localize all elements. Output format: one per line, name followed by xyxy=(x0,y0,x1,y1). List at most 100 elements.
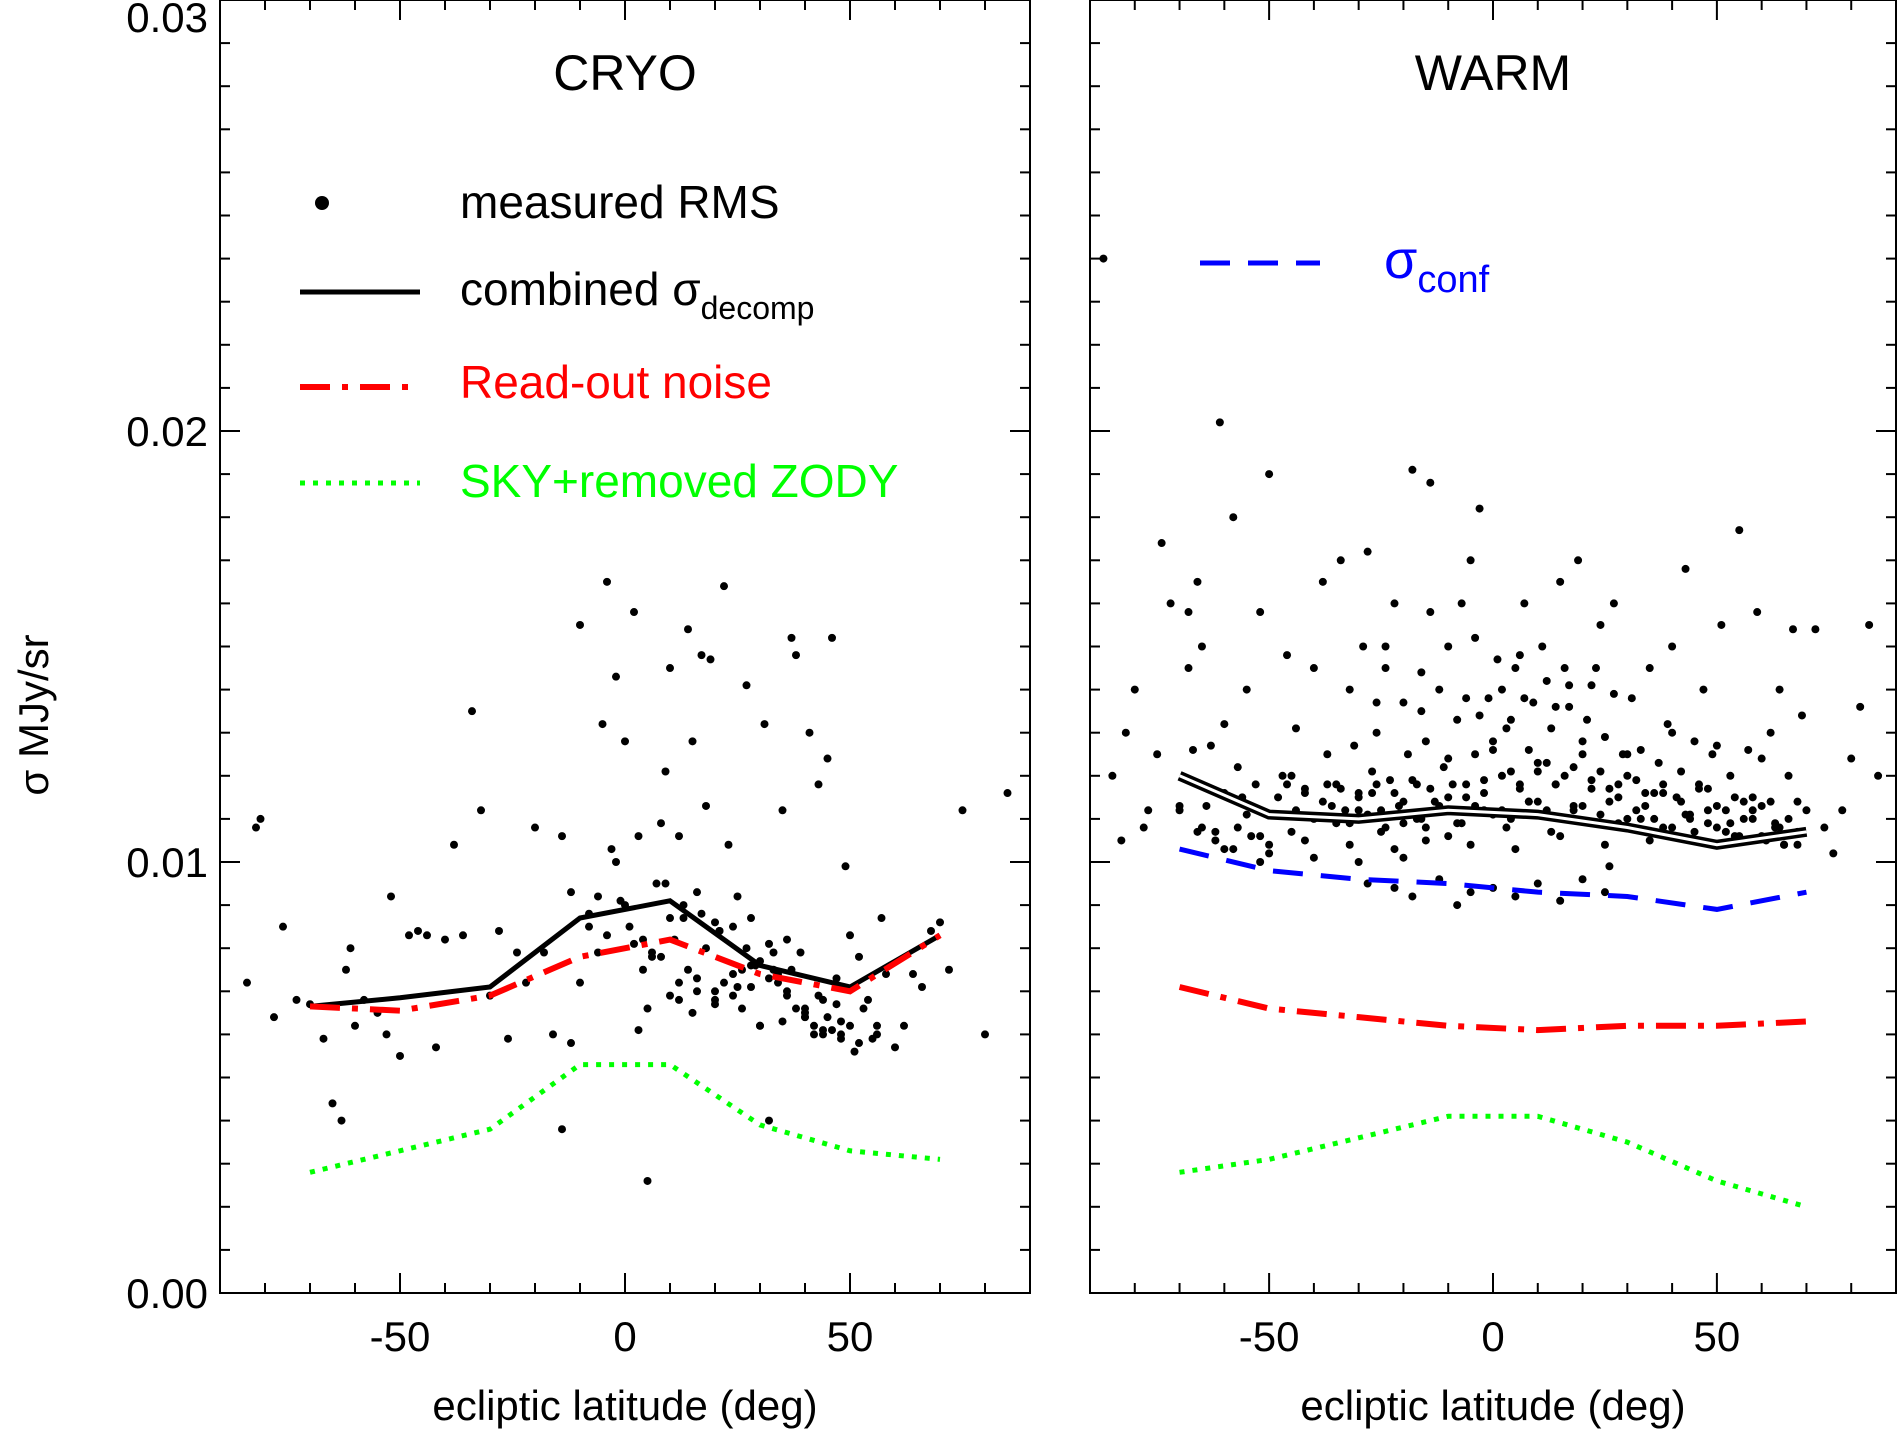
data-point xyxy=(382,1030,391,1039)
data-point xyxy=(1345,685,1354,694)
data-point xyxy=(1403,750,1412,759)
data-point xyxy=(1309,664,1318,673)
data-point xyxy=(1717,620,1726,629)
data-point xyxy=(1766,728,1775,737)
data-point xyxy=(1444,793,1453,802)
data-point xyxy=(1721,806,1730,815)
data-point xyxy=(1515,651,1524,660)
data-point xyxy=(711,918,719,927)
data-point xyxy=(1699,685,1708,694)
data-point xyxy=(468,707,476,716)
data-point xyxy=(625,922,634,931)
data-point xyxy=(1502,823,1511,832)
data-point xyxy=(697,651,706,660)
data-point xyxy=(1421,823,1430,832)
data-point xyxy=(387,892,395,901)
data-point xyxy=(1242,810,1251,819)
warm-ticks xyxy=(1090,0,1896,1294)
data-point xyxy=(405,931,413,940)
data-point xyxy=(1336,784,1345,793)
data-point xyxy=(1300,836,1309,845)
data-point xyxy=(1838,806,1847,815)
data-point xyxy=(1574,556,1583,565)
x-tick-label: 0 xyxy=(1481,1313,1504,1360)
data-point xyxy=(1547,724,1556,733)
data-point xyxy=(1175,806,1184,815)
data-point xyxy=(1354,858,1363,866)
data-point xyxy=(1381,664,1390,673)
series-line-combined-decomp-inner xyxy=(1178,774,1807,847)
data-point xyxy=(738,1004,746,1013)
data-point xyxy=(1551,702,1560,711)
data-point xyxy=(814,991,823,1000)
data-point xyxy=(1323,750,1332,759)
data-point xyxy=(576,620,584,629)
data-point xyxy=(859,1004,868,1013)
data-point xyxy=(1690,827,1699,836)
data-point xyxy=(1609,689,1618,698)
data-point xyxy=(1547,827,1556,836)
data-point xyxy=(657,952,665,961)
data-point xyxy=(1300,789,1309,798)
data-point xyxy=(1650,789,1659,798)
data-point xyxy=(1703,784,1712,793)
data-point xyxy=(1748,806,1757,815)
data-point xyxy=(1708,750,1717,759)
data-point xyxy=(1668,642,1677,651)
data-point xyxy=(1811,625,1820,634)
data-point xyxy=(1596,810,1605,819)
data-point xyxy=(1417,707,1426,716)
data-point xyxy=(1197,642,1206,651)
data-point xyxy=(1457,819,1466,828)
data-point xyxy=(693,974,701,983)
data-point xyxy=(1721,827,1730,836)
data-point xyxy=(1583,715,1592,724)
data-point xyxy=(1497,771,1506,780)
data-point xyxy=(328,1099,337,1108)
data-point xyxy=(607,845,616,854)
data-point xyxy=(1466,888,1475,897)
cryo-scatter-points xyxy=(243,577,1012,1185)
data-point xyxy=(1694,784,1703,793)
data-point xyxy=(1556,577,1565,586)
cryo-y-tick-labels: 0.00 0.01 0.02 0.03 xyxy=(126,0,208,1317)
data-point xyxy=(1556,896,1565,905)
warm-legend: σconf xyxy=(1200,230,1490,301)
data-point xyxy=(1596,620,1605,629)
data-point xyxy=(1341,806,1350,815)
data-point xyxy=(1847,754,1856,763)
data-point xyxy=(733,982,742,991)
data-point xyxy=(1623,814,1632,823)
data-point xyxy=(1233,823,1242,832)
data-point xyxy=(1726,819,1735,828)
data-point xyxy=(477,806,485,815)
data-point xyxy=(346,944,355,953)
data-point xyxy=(1256,858,1265,866)
data-point xyxy=(1350,741,1359,750)
data-point xyxy=(1426,478,1435,487)
data-point xyxy=(711,1000,719,1009)
data-point xyxy=(1377,827,1386,836)
data-point xyxy=(729,922,737,931)
data-point xyxy=(1462,780,1471,789)
data-point xyxy=(927,926,935,935)
series-line-sky-removed-zody xyxy=(1179,1113,1808,1210)
data-point xyxy=(769,948,778,957)
data-point xyxy=(1600,840,1609,849)
data-point xyxy=(720,978,728,987)
data-point xyxy=(1345,840,1354,849)
data-point xyxy=(1587,681,1596,690)
data-point xyxy=(1448,780,1457,789)
data-point xyxy=(819,1026,827,1035)
data-point xyxy=(1166,599,1175,608)
data-point xyxy=(1587,776,1596,785)
data-point xyxy=(1323,780,1332,789)
data-point xyxy=(688,1008,697,1017)
data-point xyxy=(1229,845,1238,854)
data-point xyxy=(828,633,836,642)
cryo-ticks xyxy=(220,0,1030,1294)
data-point xyxy=(688,737,697,746)
data-point xyxy=(945,965,953,974)
y-tick-label: 0.02 xyxy=(126,408,208,455)
data-point xyxy=(1614,793,1623,802)
